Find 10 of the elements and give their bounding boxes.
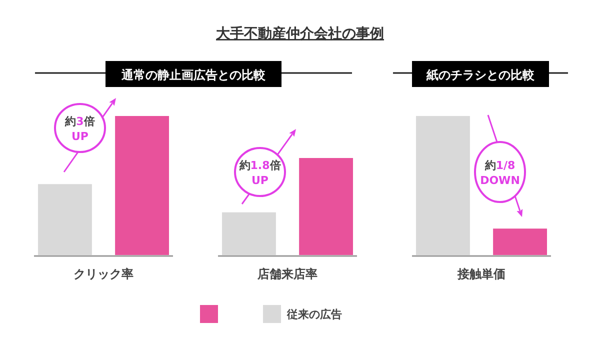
x-axis-title: 接触単価 (456, 267, 506, 281)
annotation: 約3倍 UP (64, 115, 95, 143)
annotation: 約1/8 DOWN (480, 159, 520, 187)
legend-label: 従来の広告 (286, 308, 342, 321)
chart-subtitle: 通常の静止画広告との比較 (120, 68, 266, 82)
text: 大手不動産仲介会社の事例 (216, 25, 384, 42)
chart-subtitle: 紙のチラシとの比較 (426, 68, 536, 82)
annotation: 約1.8倍 UP (238, 159, 281, 187)
x-axis-title: 店舗来店率 (256, 267, 318, 281)
x-axis-title: クリック率 (74, 267, 134, 281)
